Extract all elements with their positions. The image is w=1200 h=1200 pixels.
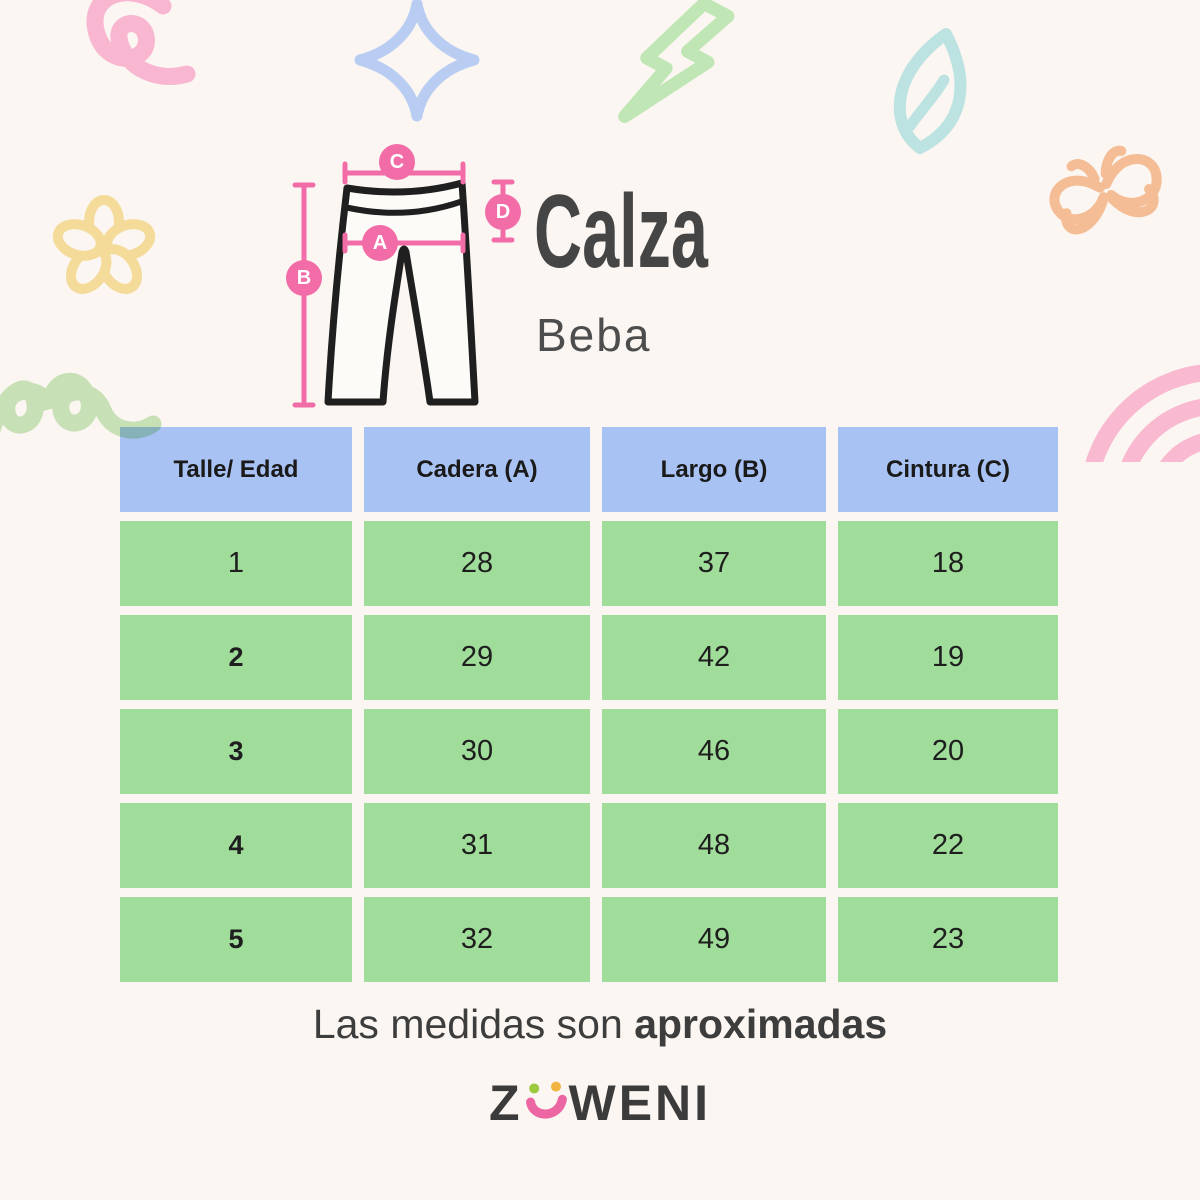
logo-letters-weni: WENI (568, 1075, 712, 1131)
yellow-flower-icon (52, 195, 157, 301)
table-cell: 32 (364, 897, 590, 982)
logo-smile-icon (525, 1080, 567, 1126)
table-cell: 19 (838, 615, 1058, 700)
table-cell: 1 (120, 521, 352, 606)
table-cell: 3 (120, 709, 352, 794)
note-regular-text: Las medidas son (312, 1001, 623, 1047)
header-cell-talle: Talle/ Edad (120, 427, 352, 512)
pink-squiggle-icon (45, 0, 205, 110)
header-cell-cintura: Cintura (C) (838, 427, 1058, 512)
brand-logo: Z WENI (0, 1078, 1200, 1128)
table-cell: 31 (364, 803, 590, 888)
table-cell: 23 (838, 897, 1058, 982)
header-cell-largo: Largo (B) (602, 427, 826, 512)
pants-outline-icon (292, 161, 515, 408)
table-cell: 2 (120, 615, 352, 700)
table-cell: 22 (838, 803, 1058, 888)
table-cell: 18 (838, 521, 1058, 606)
teal-leaf-icon (878, 28, 973, 158)
measure-marker-c: C (379, 144, 415, 180)
table-cell: 49 (602, 897, 826, 982)
page-subtitle: Beba (536, 309, 652, 361)
table-cell: 42 (602, 615, 826, 700)
table-cell: 48 (602, 803, 826, 888)
pants-measurement-diagram: C D A B (285, 140, 535, 430)
table-cell: 37 (602, 521, 826, 606)
size-table: Talle/ Edad Cadera (A) Largo (B) Cintura… (120, 427, 1058, 982)
measure-marker-b: B (286, 260, 322, 296)
table-cell: 29 (364, 615, 590, 700)
measurements-note: Las medidas son aproximadas (0, 1001, 1200, 1047)
pink-rainbow-arcs-icon (1068, 352, 1200, 462)
green-loops-icon (0, 362, 162, 467)
table-cell: 20 (838, 709, 1058, 794)
table-cell: 5 (120, 897, 352, 982)
table-cell: 30 (364, 709, 590, 794)
green-lightning-icon (615, 0, 750, 150)
blue-sparkle-icon (352, 0, 482, 122)
table-cell: 28 (364, 521, 590, 606)
table-cell: 4 (120, 803, 352, 888)
logo-letter-z: Z (488, 1075, 523, 1131)
note-bold-text: aproximadas (634, 1001, 888, 1047)
header-cell-cadera: Cadera (A) (364, 427, 590, 512)
orange-butterfly-icon (1048, 138, 1173, 253)
table-cell: 46 (602, 709, 826, 794)
page-title: Calza (534, 174, 708, 290)
measure-marker-a: A (362, 225, 398, 261)
measure-marker-d: D (485, 194, 521, 230)
